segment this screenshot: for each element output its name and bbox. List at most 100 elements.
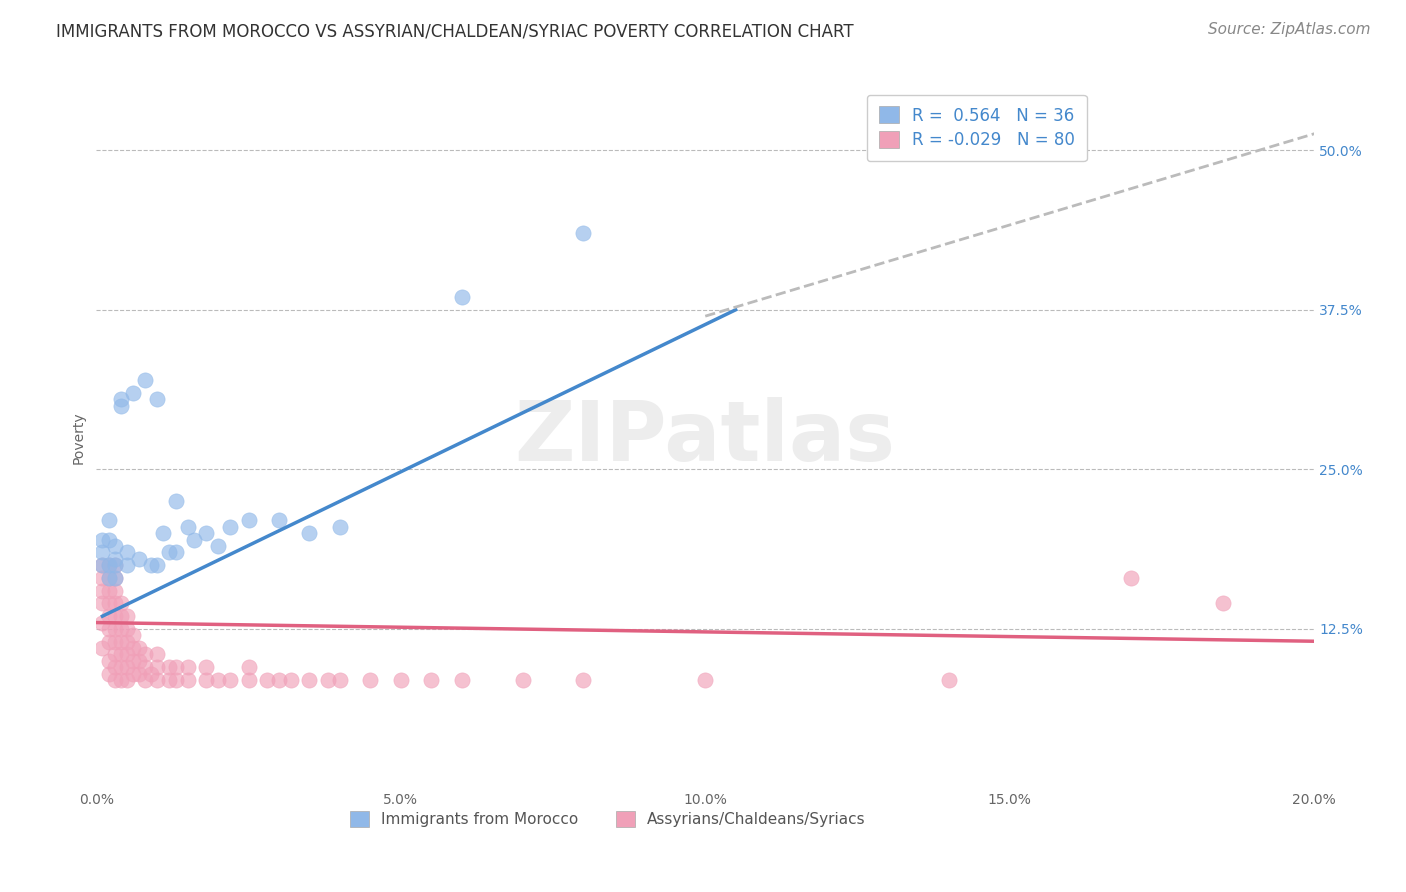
Point (115, 648, 138, 662)
Point (183, 533, 205, 547)
Point (91, 583, 114, 598)
Point (104, 558, 127, 573)
Point (219, 673, 242, 687)
Point (91, 558, 114, 573)
Point (128, 654, 150, 668)
Point (157, 545, 180, 559)
Point (104, 622, 127, 636)
Point (238, 513, 260, 527)
Point (238, 673, 260, 687)
Point (141, 666, 163, 681)
Point (207, 539, 229, 553)
Point (122, 666, 145, 681)
Point (316, 673, 339, 687)
Point (152, 526, 174, 541)
Point (146, 660, 169, 674)
Point (91, 596, 114, 610)
Point (938, 673, 960, 687)
Y-axis label: Poverty: Poverty (72, 411, 86, 464)
Point (128, 551, 150, 566)
Point (450, 673, 472, 687)
Point (91, 641, 114, 656)
Point (115, 622, 138, 636)
Point (207, 673, 229, 687)
Point (115, 673, 138, 687)
Point (104, 571, 127, 585)
Point (104, 673, 127, 687)
Point (104, 558, 127, 573)
Point (1121, 571, 1143, 585)
Point (110, 648, 132, 662)
Point (91, 615, 114, 630)
Point (512, 673, 534, 687)
Point (165, 660, 187, 674)
Point (165, 673, 187, 687)
Point (91, 533, 114, 547)
Point (176, 520, 198, 534)
Point (104, 583, 127, 598)
Point (298, 673, 321, 687)
Point (97, 583, 120, 598)
Point (110, 634, 132, 648)
Point (97, 666, 120, 681)
Point (97, 622, 120, 636)
Point (146, 648, 169, 662)
Point (110, 596, 132, 610)
Point (298, 526, 321, 541)
Point (104, 571, 127, 585)
Point (97, 654, 120, 668)
Point (110, 399, 132, 413)
Point (122, 654, 145, 668)
Text: IMMIGRANTS FROM MOROCCO VS ASSYRIAN/CHALDEAN/SYRIAC POVERTY CORRELATION CHART: IMMIGRANTS FROM MOROCCO VS ASSYRIAN/CHAL… (56, 22, 853, 40)
Point (267, 513, 290, 527)
Point (110, 392, 132, 406)
Point (134, 373, 156, 387)
Point (157, 673, 180, 687)
Point (97, 558, 120, 573)
Point (91, 545, 114, 559)
Point (146, 558, 169, 573)
Point (122, 628, 145, 642)
Point (128, 641, 150, 656)
Point (176, 660, 198, 674)
Point (389, 673, 412, 687)
Point (97, 571, 120, 585)
Point (194, 660, 217, 674)
Point (104, 539, 127, 553)
Point (128, 666, 150, 681)
Point (146, 673, 169, 687)
Point (141, 558, 163, 573)
Point (104, 660, 127, 674)
Point (91, 558, 114, 573)
Point (359, 673, 381, 687)
Point (110, 673, 132, 687)
Point (194, 673, 217, 687)
Point (134, 673, 156, 687)
Point (329, 673, 352, 687)
Point (91, 571, 114, 585)
Point (280, 673, 302, 687)
Point (110, 609, 132, 624)
Point (165, 494, 187, 508)
Point (110, 660, 132, 674)
Point (450, 290, 472, 304)
Point (115, 558, 138, 573)
Point (157, 660, 180, 674)
Point (97, 533, 120, 547)
Point (267, 673, 290, 687)
Point (238, 660, 260, 674)
Point (1212, 596, 1234, 610)
Legend: Immigrants from Morocco, Assyrians/Chaldeans/Syriacs: Immigrants from Morocco, Assyrians/Chald… (344, 805, 872, 833)
Point (329, 520, 352, 534)
Text: Source: ZipAtlas.com: Source: ZipAtlas.com (1208, 22, 1371, 37)
Point (104, 551, 127, 566)
Point (104, 596, 127, 610)
Point (97, 571, 120, 585)
Point (122, 385, 145, 400)
Point (110, 622, 132, 636)
Point (97, 513, 120, 527)
Point (97, 609, 120, 624)
Point (104, 609, 127, 624)
Point (165, 545, 187, 559)
Point (97, 634, 120, 648)
